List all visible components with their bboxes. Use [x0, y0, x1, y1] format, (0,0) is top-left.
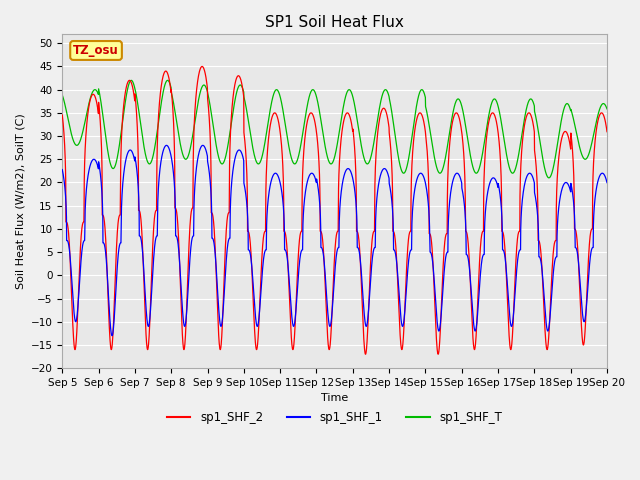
- X-axis label: Time: Time: [321, 394, 348, 404]
- Text: TZ_osu: TZ_osu: [73, 44, 119, 57]
- Title: SP1 Soil Heat Flux: SP1 Soil Heat Flux: [265, 15, 404, 30]
- Y-axis label: Soil Heat Flux (W/m2), SoilT (C): Soil Heat Flux (W/m2), SoilT (C): [15, 113, 25, 289]
- Legend: sp1_SHF_2, sp1_SHF_1, sp1_SHF_T: sp1_SHF_2, sp1_SHF_1, sp1_SHF_T: [162, 407, 507, 429]
